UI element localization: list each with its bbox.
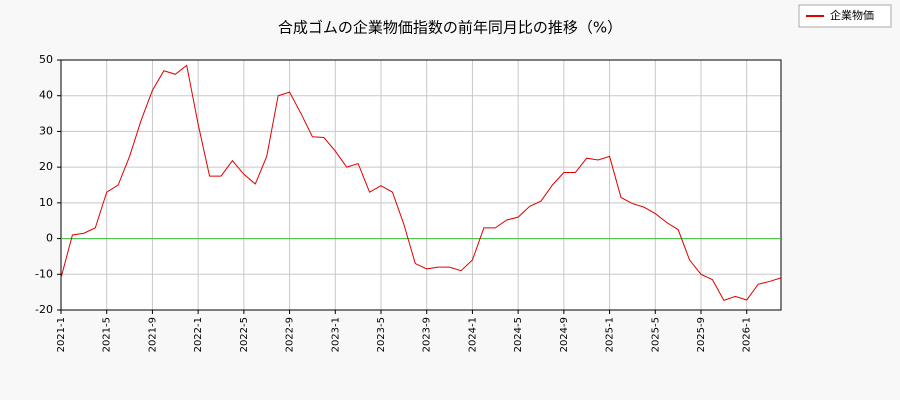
x-tick-label: 2023-5	[376, 317, 387, 352]
y-tick-label: 0	[46, 232, 53, 245]
x-tick-label: 2024-9	[559, 317, 570, 352]
x-tick-label: 2024-1	[467, 317, 478, 352]
plot-frame	[60, 59, 782, 311]
x-tick-label: 2022-1	[193, 317, 204, 352]
x-tick-label: 2025-5	[650, 317, 661, 352]
x-tick-label: 2023-9	[422, 317, 433, 352]
x-tick-label: 2025-9	[696, 317, 707, 352]
x-tick-label: 2021-9	[147, 317, 158, 352]
data-line	[60, 64, 782, 301]
y-tick-label: -10	[35, 267, 53, 280]
x-tick-label: 2023-1	[330, 317, 341, 352]
x-tick-label: 2024-5	[513, 317, 524, 352]
y-tick-label: 20	[39, 160, 53, 173]
x-tick-label: 2021-5	[102, 317, 113, 352]
plot-area	[61, 60, 781, 310]
y-tick-label: 50	[39, 53, 53, 66]
y-tick-label: 10	[39, 196, 53, 209]
legend-label: 企業物価	[830, 8, 874, 22]
x-tick-label: 2022-9	[285, 317, 296, 352]
legend-box	[798, 4, 892, 28]
y-tick-label: 30	[39, 124, 53, 137]
x-tick-label: 2021-1	[56, 317, 67, 352]
x-tick-label: 2022-5	[239, 317, 250, 352]
y-tick-label: -20	[35, 303, 53, 316]
chart-title: 合成ゴムの企業物価指数の前年同月比の推移（%）	[278, 19, 622, 37]
x-tick-label: 2026-1	[742, 317, 753, 352]
x-tick-label: 2025-1	[605, 317, 616, 352]
y-tick-label: 40	[39, 89, 53, 102]
